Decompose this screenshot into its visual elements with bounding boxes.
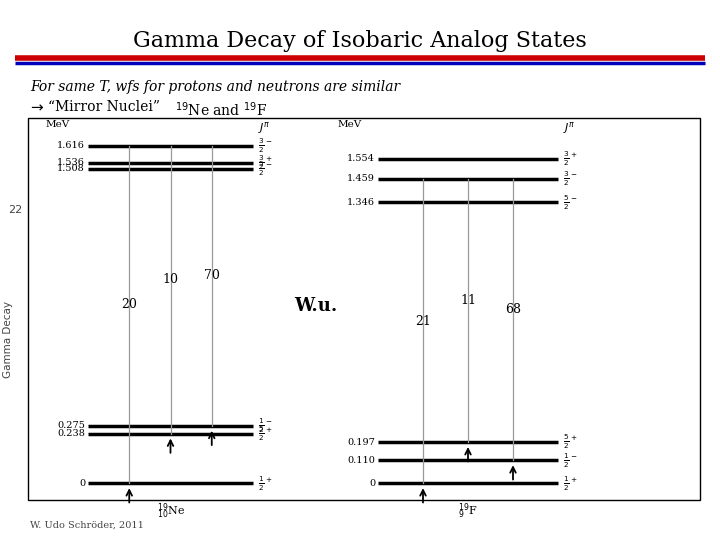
Text: $\frac{1}{2}^+$: $\frac{1}{2}^+$ xyxy=(563,474,577,492)
Text: “Mirror Nuclei”: “Mirror Nuclei” xyxy=(48,100,160,114)
Text: $\frac{3}{2}^-$: $\frac{3}{2}^-$ xyxy=(258,137,273,155)
Text: 10: 10 xyxy=(163,273,179,286)
Text: 0.275: 0.275 xyxy=(57,421,85,430)
Text: $\frac{5}{2}^-$: $\frac{5}{2}^-$ xyxy=(258,159,273,178)
Text: Gamma Decay: Gamma Decay xyxy=(3,301,13,379)
Text: MeV: MeV xyxy=(338,120,362,129)
Text: 1.554: 1.554 xyxy=(347,154,375,164)
Text: For same T, wfs for protons and neutrons are similar: For same T, wfs for protons and neutrons… xyxy=(30,80,400,94)
Text: $\frac{1}{2}^-$: $\frac{1}{2}^-$ xyxy=(563,451,577,470)
Text: $\frac{1}{2}^+$: $\frac{1}{2}^+$ xyxy=(258,474,273,492)
Text: $^{19}$Ne and $^{19}$F: $^{19}$Ne and $^{19}$F xyxy=(175,100,267,119)
Text: $^{19}_{9}$F: $^{19}_{9}$F xyxy=(458,501,478,521)
Text: $\frac{5}{2}^+$: $\frac{5}{2}^+$ xyxy=(258,424,273,443)
Text: 1.616: 1.616 xyxy=(57,141,85,151)
Text: 70: 70 xyxy=(204,269,220,282)
Text: $\frac{3}{2}^-$: $\frac{3}{2}^-$ xyxy=(563,170,577,188)
Text: 1.459: 1.459 xyxy=(347,174,375,183)
Text: 68: 68 xyxy=(505,303,521,316)
Text: 1.536: 1.536 xyxy=(57,158,85,167)
Text: 0: 0 xyxy=(369,479,375,488)
Text: 20: 20 xyxy=(121,298,138,311)
Text: 11: 11 xyxy=(460,294,476,307)
Text: 1.346: 1.346 xyxy=(347,198,375,207)
Text: 0.238: 0.238 xyxy=(57,429,85,438)
Text: 1.508: 1.508 xyxy=(58,164,85,173)
Text: $\frac{5}{2}^+$: $\frac{5}{2}^+$ xyxy=(563,433,577,451)
Text: W. Udo Schröder, 2011: W. Udo Schröder, 2011 xyxy=(30,521,144,530)
Text: 0.110: 0.110 xyxy=(347,456,375,465)
Text: $\frac{3}{2}^+$: $\frac{3}{2}^+$ xyxy=(258,153,273,172)
Text: 0.197: 0.197 xyxy=(347,438,375,447)
Text: Gamma Decay of Isobaric Analog States: Gamma Decay of Isobaric Analog States xyxy=(133,30,587,52)
Bar xyxy=(28,118,700,500)
Text: 0: 0 xyxy=(79,479,85,488)
Text: $J^\pi$: $J^\pi$ xyxy=(258,120,271,136)
Text: 22: 22 xyxy=(8,205,22,215)
Text: $\frac{1}{2}^-$: $\frac{1}{2}^-$ xyxy=(258,417,273,435)
Text: $J^\pi$: $J^\pi$ xyxy=(563,120,576,136)
Text: $\frac{5}{2}^-$: $\frac{5}{2}^-$ xyxy=(563,193,577,212)
Text: $^{19}_{10}$Ne: $^{19}_{10}$Ne xyxy=(156,501,184,521)
Text: $\frac{3}{2}^+$: $\frac{3}{2}^+$ xyxy=(563,150,577,168)
Text: W.u.: W.u. xyxy=(294,297,337,315)
Text: 21: 21 xyxy=(415,314,431,328)
Text: →: → xyxy=(30,100,42,115)
Text: MeV: MeV xyxy=(46,120,71,129)
